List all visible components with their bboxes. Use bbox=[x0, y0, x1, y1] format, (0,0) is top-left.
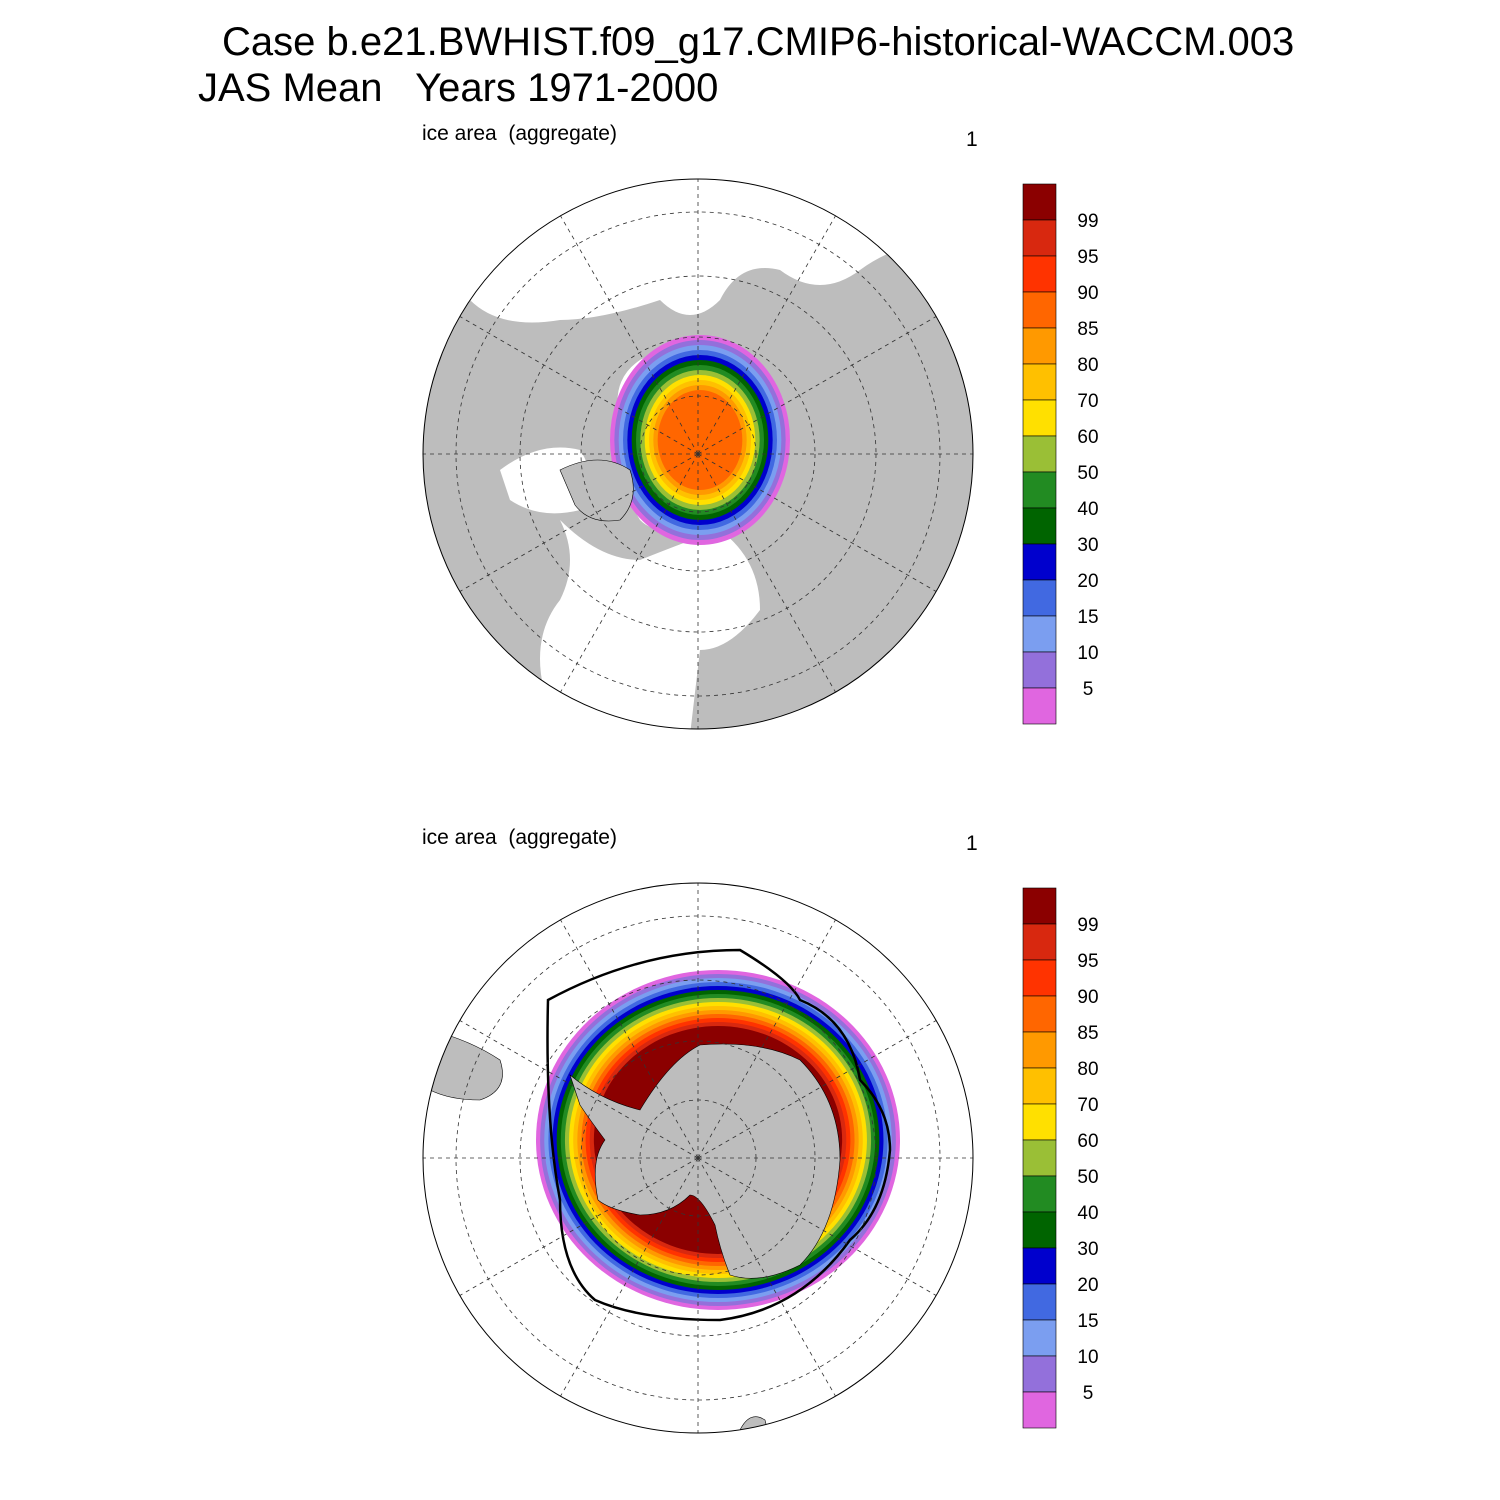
longitude-line bbox=[697, 316, 937, 455]
colorbar-box bbox=[1022, 507, 1057, 545]
longitude-line bbox=[560, 919, 699, 1159]
colorbar-box bbox=[1022, 1175, 1057, 1213]
colorbar-label: 20 bbox=[1077, 571, 1098, 592]
longitude-line bbox=[459, 453, 699, 592]
colorbar-label: 30 bbox=[1077, 535, 1098, 556]
north-map bbox=[423, 179, 973, 729]
colorbar-box bbox=[1022, 1247, 1057, 1285]
colorbar-box bbox=[1022, 399, 1057, 437]
longitude-line bbox=[697, 919, 836, 1159]
colorbar-label: 60 bbox=[1077, 427, 1098, 448]
colorbar-box bbox=[1022, 1391, 1057, 1429]
longitude-line bbox=[459, 1020, 699, 1159]
colorbar-label: 50 bbox=[1077, 463, 1098, 484]
colorbar-label: 85 bbox=[1077, 1023, 1098, 1044]
colorbar-label: 70 bbox=[1077, 1095, 1098, 1116]
longitude-line bbox=[560, 215, 699, 455]
subtitle: JAS Mean Years 1971-2000 bbox=[198, 66, 718, 110]
north-grid bbox=[422, 178, 974, 730]
colorbar-label: 60 bbox=[1077, 1131, 1098, 1152]
colorbar-box bbox=[1022, 687, 1057, 725]
longitude-line bbox=[697, 1020, 937, 1159]
ice-contour bbox=[657, 390, 743, 490]
longitude-line bbox=[459, 1157, 699, 1296]
title: Case b.e21.BWHIST.f09_g17.CMIP6-historic… bbox=[222, 20, 1294, 64]
colorbar-label: 5 bbox=[1083, 679, 1094, 700]
colorbar-box bbox=[1022, 1211, 1057, 1249]
latitude-line bbox=[580, 1040, 816, 1276]
colorbars: 99 95 90 85 80 70 60 50 40 30 20 15 10 5 99 95 90 85 80 70 6… bbox=[1022, 183, 1099, 1429]
longitude-line bbox=[459, 316, 699, 455]
panel-label: 1 bbox=[966, 128, 978, 151]
colorbar-box bbox=[1022, 995, 1057, 1033]
panel-label: ice area (aggregate) bbox=[422, 122, 617, 145]
colorbar-label: 70 bbox=[1077, 391, 1098, 412]
colorbar-label: 99 bbox=[1077, 915, 1098, 936]
north-land-overlay bbox=[559, 459, 634, 522]
longitude-line bbox=[697, 1157, 836, 1397]
colorbar-box bbox=[1022, 471, 1057, 509]
south-grid bbox=[422, 882, 974, 1434]
latitude-line bbox=[580, 336, 816, 572]
colorbar-box bbox=[1022, 1031, 1057, 1069]
colorbar-box bbox=[1022, 1319, 1057, 1357]
colorbar-label: 99 bbox=[1077, 211, 1098, 232]
colorbar-box bbox=[1022, 1283, 1057, 1321]
colorbar-box bbox=[1022, 959, 1057, 997]
colorbar-box bbox=[1022, 435, 1057, 473]
colorbar-box bbox=[1022, 651, 1057, 689]
colorbar-label: 5 bbox=[1083, 1383, 1094, 1404]
colorbar-label: 90 bbox=[1077, 987, 1098, 1008]
colorbar-label: 15 bbox=[1077, 1311, 1098, 1332]
map-border bbox=[422, 882, 974, 1434]
colorbar-label: 30 bbox=[1077, 1239, 1098, 1260]
colorbar-box bbox=[1022, 615, 1057, 653]
colorbar-label: 80 bbox=[1077, 1059, 1098, 1080]
colorbar-label: 40 bbox=[1077, 499, 1098, 520]
colorbar-label: 90 bbox=[1077, 283, 1098, 304]
longitude-line bbox=[560, 1157, 699, 1397]
map-border bbox=[422, 178, 974, 730]
colorbar-box bbox=[1022, 291, 1057, 329]
colorbar-box bbox=[1022, 923, 1057, 961]
longitude-line bbox=[697, 453, 937, 592]
colorbar-box bbox=[1022, 219, 1057, 257]
colorbar-box bbox=[1022, 579, 1057, 617]
colorbar-box bbox=[1022, 887, 1057, 925]
colorbar-label: 80 bbox=[1077, 355, 1098, 376]
colorbar-box bbox=[1022, 363, 1057, 401]
longitude-line bbox=[560, 453, 699, 693]
colorbar-box bbox=[1022, 543, 1057, 581]
colorbar-label: 40 bbox=[1077, 1203, 1098, 1224]
colorbar-label: 20 bbox=[1077, 1275, 1098, 1296]
colorbar-label: 10 bbox=[1077, 643, 1098, 664]
colorbar-box bbox=[1022, 1067, 1057, 1105]
colorbar-label: 95 bbox=[1077, 247, 1098, 268]
longitude-line bbox=[697, 1157, 937, 1296]
colorbar-label: 85 bbox=[1077, 319, 1098, 340]
colorbar-label: 15 bbox=[1077, 607, 1098, 628]
colorbar-label: 10 bbox=[1077, 1347, 1098, 1368]
colorbar-box bbox=[1022, 255, 1057, 293]
colorbar-box bbox=[1022, 1139, 1057, 1177]
colorbar-box bbox=[1022, 1355, 1057, 1393]
colorbar-box bbox=[1022, 1103, 1057, 1141]
north-ice bbox=[610, 335, 790, 545]
longitude-line bbox=[697, 215, 836, 455]
panel-label: 1 bbox=[966, 832, 978, 855]
colorbar-box bbox=[1022, 327, 1057, 365]
panel-label: ice area (aggregate) bbox=[422, 826, 617, 849]
colorbar-label: 50 bbox=[1077, 1167, 1098, 1188]
longitude-line bbox=[697, 453, 836, 693]
colorbar-box bbox=[1022, 183, 1057, 221]
colorbar-label: 95 bbox=[1077, 951, 1098, 972]
